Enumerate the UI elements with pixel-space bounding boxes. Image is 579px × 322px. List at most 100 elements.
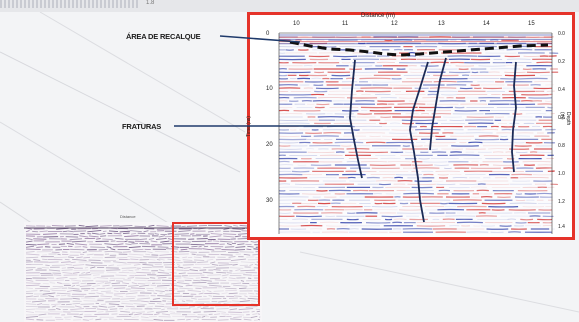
overview-reflection (216, 310, 226, 313)
overview-reflection (105, 310, 118, 313)
overview-reflection (143, 230, 149, 233)
overview-reflection (85, 225, 99, 228)
overview-reflection (215, 258, 231, 261)
overview-reflection (108, 230, 119, 233)
overview-reflection (250, 300, 256, 302)
overview-reflection (25, 240, 33, 243)
overview-reflection (72, 264, 85, 266)
y-tick-label-right: 0.8 (558, 143, 565, 149)
overview-reflection (229, 308, 238, 311)
overview-reflection (214, 279, 227, 282)
overview-reflection (156, 228, 171, 230)
overview-reflection (198, 292, 204, 295)
overview-reflection (228, 292, 238, 295)
overview-reflection (146, 305, 154, 308)
overview-reflection (177, 263, 181, 266)
overview-reflection (153, 292, 157, 295)
overview-reflection (232, 228, 242, 230)
overview-reflection (240, 261, 256, 264)
overview-reflection (78, 274, 92, 276)
overview-reflection (56, 277, 68, 279)
overview-reflection (213, 269, 221, 271)
overview-reflection (124, 240, 128, 243)
overview-reflection (233, 316, 242, 318)
overview-reflection (80, 297, 96, 300)
overview-reflection (25, 230, 30, 233)
y-tick-label-left: 30 (266, 198, 273, 204)
overview-reflection (176, 282, 190, 285)
overview-reflection (111, 282, 121, 285)
overview-reflection (155, 290, 165, 293)
overview-reflection (247, 297, 260, 300)
y-axis-left-title: Time (ns) (246, 116, 252, 137)
overview-reflection (53, 256, 68, 259)
overview-reflection (61, 269, 73, 271)
overview-reflection (221, 313, 230, 315)
overview-reflection (96, 282, 105, 285)
overview-reflection (218, 264, 233, 266)
overview-reflection (106, 271, 117, 274)
overview-reflection (135, 311, 145, 313)
overview-reflection (48, 295, 55, 298)
overview-reflection (76, 256, 83, 259)
overview-reflection (41, 266, 50, 269)
overview-reflection (42, 292, 56, 295)
overview-highlight-box (172, 222, 260, 306)
overview-reflection (37, 303, 43, 306)
overview-reflection (223, 233, 237, 235)
overview-reflection (234, 235, 241, 238)
overview-reflection (237, 233, 249, 235)
overview-reflection (207, 274, 221, 276)
overview-reflection (240, 280, 245, 282)
x-tick-label: 10 (293, 21, 300, 27)
overview-reflection (107, 305, 116, 308)
overview-reflection (246, 248, 252, 251)
overview-reflection (52, 305, 57, 308)
overview-reflection (134, 313, 142, 316)
overview-reflection (78, 224, 85, 227)
overview-reflection (79, 276, 91, 279)
overview-reflection (80, 282, 87, 285)
overview-reflection (25, 269, 33, 271)
overview-reflection (25, 238, 33, 240)
overview-reflection (43, 290, 50, 292)
overview-reflection (256, 310, 261, 313)
overview-reflection (93, 277, 97, 279)
y-tick-label-left: 0 (266, 31, 270, 37)
overview-reflection (246, 287, 259, 290)
overview-reflection (157, 295, 171, 297)
overview-reflection (128, 284, 139, 287)
overview-reflection (96, 277, 109, 279)
overview-reflection (201, 315, 206, 318)
overview-reflection (116, 263, 132, 266)
overview-reflection (101, 303, 107, 305)
overview-reflection (198, 298, 210, 300)
overview-reflection (178, 272, 186, 274)
overview-reflection (79, 285, 92, 287)
overview-reflection (92, 274, 100, 276)
overview-reflection (49, 279, 65, 282)
top-strip-number: 1.8 (146, 0, 155, 6)
overview-reflection (190, 243, 205, 246)
overview-reflection (190, 233, 195, 235)
overview-reflection (202, 306, 209, 308)
overview-reflection (71, 284, 76, 287)
overview-reflection (224, 225, 232, 228)
overview-reflection (51, 303, 61, 306)
overview-reflection (228, 256, 236, 258)
overview-reflection (213, 290, 224, 292)
overview-reflection (221, 274, 229, 277)
overview-reflection (121, 267, 137, 269)
overview-reflection (148, 224, 155, 227)
overview-reflection (216, 271, 227, 274)
y-tick-label-left: 20 (266, 142, 273, 148)
y-axis-right-title: Depth (m) (559, 112, 571, 126)
overview-reflection (87, 230, 102, 233)
overview-reflection (235, 269, 241, 272)
overview-reflection (150, 240, 158, 243)
overview-reflection (218, 300, 228, 303)
overview-reflection (62, 271, 73, 274)
overview-reflection (79, 313, 84, 316)
overview-reflection (38, 316, 53, 319)
overview-reflection (231, 300, 240, 302)
